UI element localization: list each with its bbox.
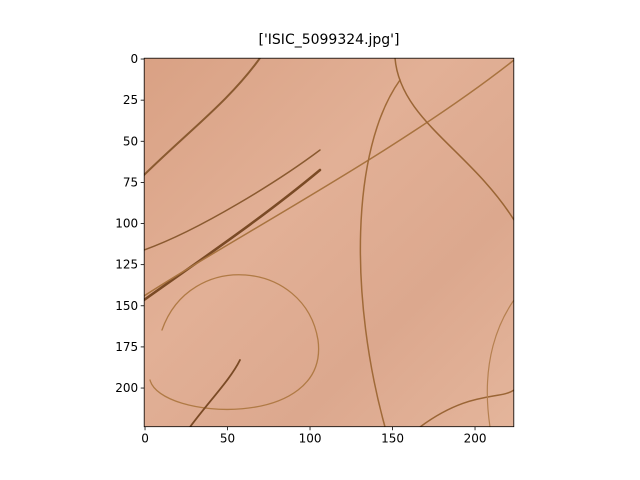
hair bbox=[189, 359, 241, 427]
y-tick-label: 75 bbox=[123, 175, 138, 189]
hair bbox=[419, 389, 514, 427]
hair bbox=[144, 59, 514, 297]
hairs bbox=[144, 58, 514, 427]
y-tick-label: 0 bbox=[131, 52, 139, 66]
axes-frame bbox=[143, 57, 515, 428]
hair bbox=[144, 168, 322, 302]
chart-title: ['ISIC_5099324.jpg'] bbox=[258, 32, 399, 48]
hair bbox=[149, 274, 320, 411]
y-tick-label: 100 bbox=[115, 217, 138, 231]
x-tick-label: 0 bbox=[141, 432, 149, 446]
image bbox=[144, 58, 514, 427]
hair bbox=[144, 58, 261, 176]
y-tick-label: 125 bbox=[115, 258, 138, 272]
x-tick-label: 100 bbox=[299, 432, 322, 446]
hair bbox=[359, 79, 401, 427]
x-tick-label: 200 bbox=[464, 432, 487, 446]
y-tick-label: 200 bbox=[115, 381, 138, 395]
hair bbox=[486, 299, 514, 427]
y-tick-label: 150 bbox=[115, 299, 138, 313]
hair bbox=[144, 149, 321, 251]
x-tick-label: 150 bbox=[381, 432, 404, 446]
y-tick-label: 175 bbox=[115, 340, 138, 354]
y-tick-label: 25 bbox=[123, 93, 138, 107]
x-tick-label: 50 bbox=[220, 432, 235, 446]
plot-area bbox=[144, 58, 514, 427]
y-tick-label: 50 bbox=[123, 134, 138, 148]
